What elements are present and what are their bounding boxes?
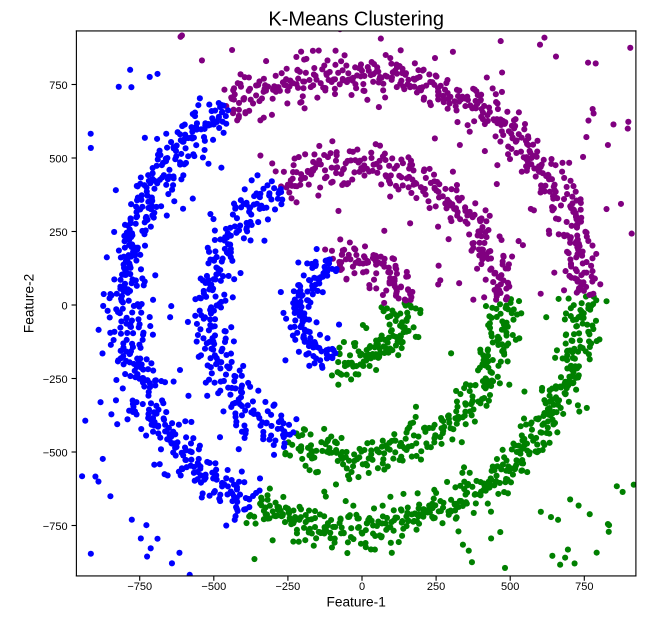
svg-text:Feature-2: Feature-2 [21, 274, 36, 333]
svg-text:−750: −750 [43, 521, 68, 533]
svg-text:0: 0 [61, 301, 67, 313]
svg-text:−250: −250 [276, 581, 301, 593]
svg-text:−500: −500 [43, 448, 68, 460]
svg-text:−500: −500 [201, 581, 226, 593]
svg-text:−250: −250 [43, 374, 68, 386]
svg-text:Feature-1: Feature-1 [326, 594, 385, 609]
svg-text:750: 750 [49, 80, 67, 92]
svg-text:750: 750 [575, 581, 593, 593]
svg-text:250: 250 [49, 227, 67, 239]
svg-text:−750: −750 [127, 581, 152, 593]
svg-text:250: 250 [427, 581, 445, 593]
svg-text:500: 500 [49, 154, 67, 166]
svg-text:0: 0 [359, 581, 365, 593]
svg-text:500: 500 [501, 581, 519, 593]
svg-text:K-Means Clustering: K-Means Clustering [268, 8, 444, 30]
